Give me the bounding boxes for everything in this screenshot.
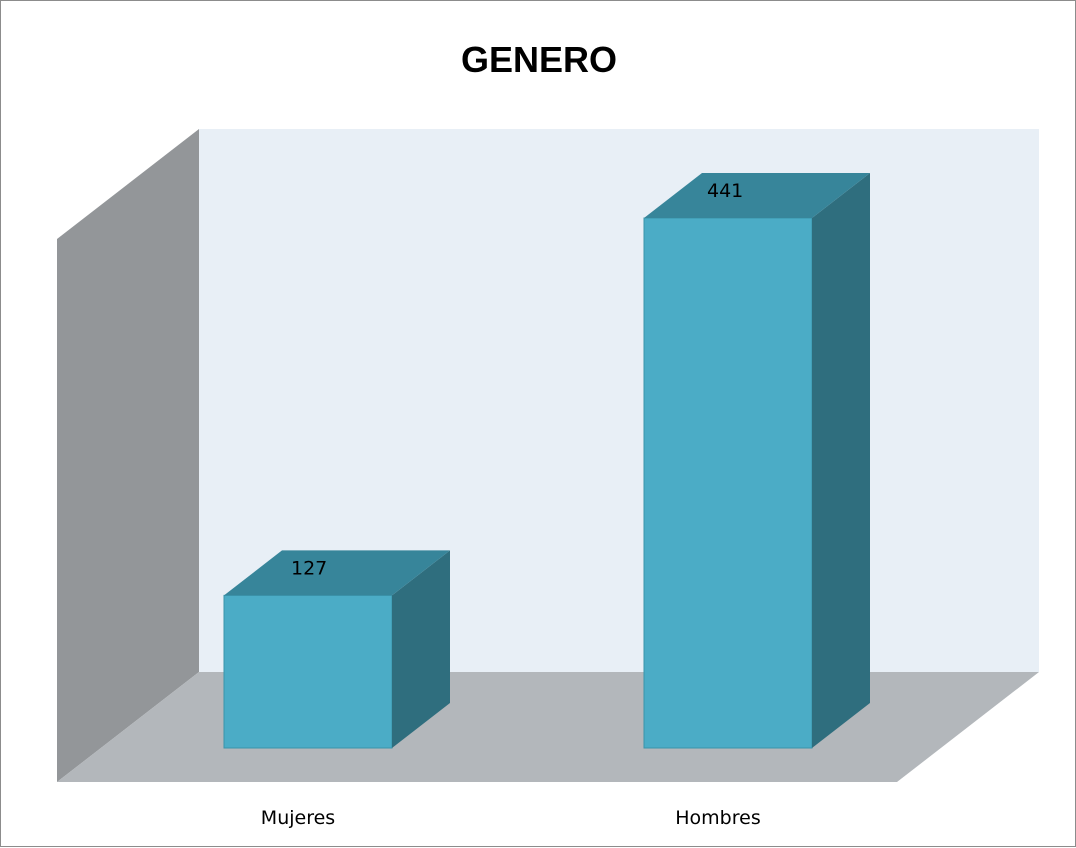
bar-side-face bbox=[392, 550, 450, 748]
data-label: 127 bbox=[291, 557, 327, 579]
chart-labels: 127 Mujeres 441 Hombres bbox=[261, 180, 761, 829]
side-wall bbox=[57, 129, 199, 782]
bar-front-face bbox=[643, 217, 813, 749]
chart-bars bbox=[223, 173, 870, 749]
floor bbox=[57, 672, 1039, 782]
bar-front-face bbox=[223, 594, 393, 749]
data-label: 441 bbox=[707, 180, 743, 202]
category-label: Mujeres bbox=[261, 807, 335, 829]
chart-title: GENERO bbox=[460, 39, 618, 80]
bar-side-face bbox=[812, 173, 870, 748]
bar-top-face bbox=[644, 173, 870, 218]
bar-mujeres bbox=[223, 550, 450, 749]
category-label: Hombres bbox=[675, 807, 760, 829]
chart-walls bbox=[57, 129, 1039, 782]
bar-top-face bbox=[224, 550, 450, 596]
bar-hombres bbox=[643, 173, 870, 749]
